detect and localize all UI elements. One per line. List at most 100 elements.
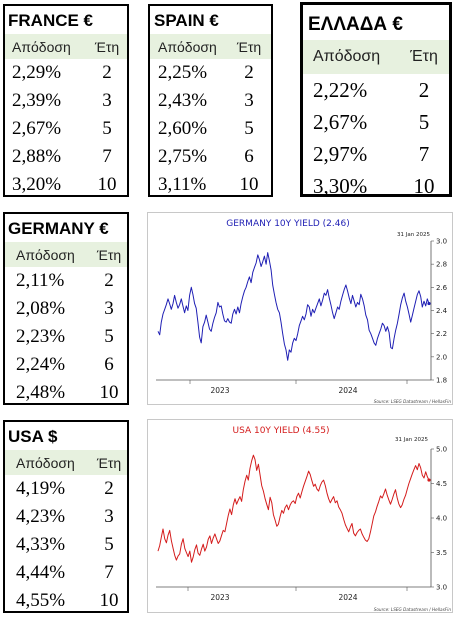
last-value-marker — [427, 478, 431, 482]
x-tick-label: 2024 — [338, 386, 357, 395]
table-header: Απόδοση Έτη — [5, 450, 127, 475]
yield-cell: 4,19% — [16, 478, 66, 499]
table-title: GERMANY € — [8, 219, 109, 238]
yield-cell: 2,08% — [16, 298, 66, 319]
series-line — [157, 454, 430, 563]
table-header: Απόδοση Έτη — [150, 34, 271, 59]
germany-chart-svg: GERMANY 10Y YIELD (2.46) 31 Jan 2025 3.0 2.… — [156, 219, 452, 404]
usa-chart-svg: USA 10Y YIELD (4.55) 31 Jan 2025 5.0 4.5 4.0… — [156, 426, 452, 612]
header-years: Έτη — [94, 38, 120, 55]
yield-cell: 2,67% — [12, 118, 62, 139]
years-cell: 7 — [102, 146, 112, 167]
usa-yield-table: USA $ Απόδοση Έτη 4,19% 2 4,23% 3 4,33% 5 4… — [3, 420, 129, 613]
x-tick-label: 2023 — [210, 386, 229, 395]
years-cell: 6 — [244, 146, 254, 167]
chart-source: Source: LSEG Datastream / HellasFin — [374, 607, 452, 612]
chart-title: USA 10Y YIELD (4.55) — [232, 426, 329, 436]
table-row: 2,11% 2 — [5, 267, 127, 295]
years-cell: 5 — [102, 118, 112, 139]
table-row: 4,33% 5 — [5, 531, 127, 559]
chart-date-label: 31 Jan 2025 — [395, 437, 428, 443]
table-row: 2,25% 2 — [150, 59, 271, 87]
y-tick-label: 3.5 — [436, 549, 447, 557]
table-header: Απόδοση Έτη — [5, 34, 127, 59]
years-cell: 2 — [104, 478, 114, 499]
table-row: 3,11% 10 — [150, 171, 271, 199]
years-cell: 2 — [102, 62, 112, 83]
years-cell: 2 — [244, 62, 254, 83]
yield-cell: 2,88% — [12, 146, 62, 167]
years-cell: 10 — [413, 173, 435, 198]
y-tick-label: 2.6 — [436, 284, 448, 292]
y-tick-label: 4.0 — [436, 515, 447, 523]
last-value-marker — [427, 301, 431, 306]
table-row: 2,29% 2 — [5, 59, 127, 87]
y-tick-label: 2.8 — [436, 261, 447, 269]
table-row: 2,60% 5 — [150, 115, 271, 143]
years-cell: 7 — [104, 562, 114, 583]
header-years: Έτη — [96, 246, 122, 263]
years-cell: 5 — [244, 118, 254, 139]
table-row: 2,48% 10 — [5, 379, 127, 407]
yield-cell: 2,25% — [158, 62, 208, 83]
table-header: Απόδοση Έτη — [303, 40, 449, 74]
header-years: Έτη — [236, 38, 262, 55]
y-tick-label: 5.0 — [436, 446, 447, 454]
yield-cell: 2,60% — [158, 118, 208, 139]
table-row: 3,30% 10 — [303, 170, 449, 202]
years-cell: 5 — [418, 109, 430, 134]
table-row: 2,75% 6 — [150, 143, 271, 171]
yield-cell: 2,75% — [158, 146, 208, 167]
germany-10y-yield-chart: GERMANY 10Y YIELD (2.46) 31 Jan 2025 3.0 2.… — [147, 212, 453, 405]
table-row: 2,43% 3 — [150, 87, 271, 115]
table-row: 4,55% 10 — [5, 587, 127, 615]
header-yield: Απόδοση — [12, 38, 71, 55]
years-cell: 10 — [99, 590, 119, 611]
y-tick-label: 3.0 — [436, 584, 447, 592]
table-title: ΕΛΛΑΔΑ € — [308, 14, 403, 35]
years-cell: 2 — [418, 77, 430, 102]
yield-cell: 2,48% — [16, 382, 66, 403]
table-row: 4,44% 7 — [5, 559, 127, 587]
yield-cell: 2,29% — [12, 62, 62, 83]
years-cell: 3 — [244, 90, 254, 111]
years-cell: 2 — [104, 270, 114, 291]
table-title: FRANCE € — [8, 11, 94, 30]
x-tick-label: 2024 — [338, 593, 357, 602]
yield-cell: 3,30% — [313, 173, 368, 198]
years-cell: 3 — [104, 298, 114, 319]
header-years: Έτη — [96, 454, 122, 471]
yield-cell: 2,43% — [158, 90, 208, 111]
years-cell: 5 — [104, 534, 114, 555]
y-tick-label: 3.0 — [436, 238, 447, 246]
years-cell: 5 — [104, 326, 114, 347]
years-cell: 3 — [102, 90, 112, 111]
table-row: 2,08% 3 — [5, 295, 127, 323]
series-line — [157, 252, 430, 361]
chart-source: Source: LSEG Datastream / HellasFin — [374, 399, 452, 404]
table-row: 2,97% 7 — [303, 138, 449, 170]
y-tick-label: 1.8 — [436, 377, 447, 385]
table-row: 2,67% 5 — [303, 106, 449, 138]
yield-cell: 4,33% — [16, 534, 66, 555]
table-row: 3,20% 10 — [5, 171, 127, 199]
years-cell: 6 — [104, 354, 114, 375]
header-yield: Απόδοση — [313, 48, 381, 65]
years-cell: 10 — [99, 382, 119, 403]
table-row: 2,24% 6 — [5, 351, 127, 379]
table-row: 2,88% 7 — [5, 143, 127, 171]
yield-cell: 2,97% — [313, 141, 368, 166]
table-header: Απόδοση Έτη — [5, 242, 127, 267]
chart-title: GERMANY 10Y YIELD (2.46) — [226, 219, 349, 229]
spain-yield-table: SPAIN € Απόδοση Έτη 2,25% 2 2,43% 3 2,60% 5… — [148, 4, 273, 197]
y-tick-label: 4.5 — [436, 480, 447, 488]
table-row: 2,23% 5 — [5, 323, 127, 351]
years-cell: 7 — [418, 141, 430, 166]
yield-cell: 4,44% — [16, 562, 66, 583]
table-row: 4,23% 3 — [5, 503, 127, 531]
yield-cell: 4,55% — [16, 590, 66, 611]
yield-cell: 2,11% — [16, 270, 65, 291]
years-cell: 3 — [104, 506, 114, 527]
x-tick-label: 2023 — [210, 593, 229, 602]
yield-cell: 2,24% — [16, 354, 66, 375]
